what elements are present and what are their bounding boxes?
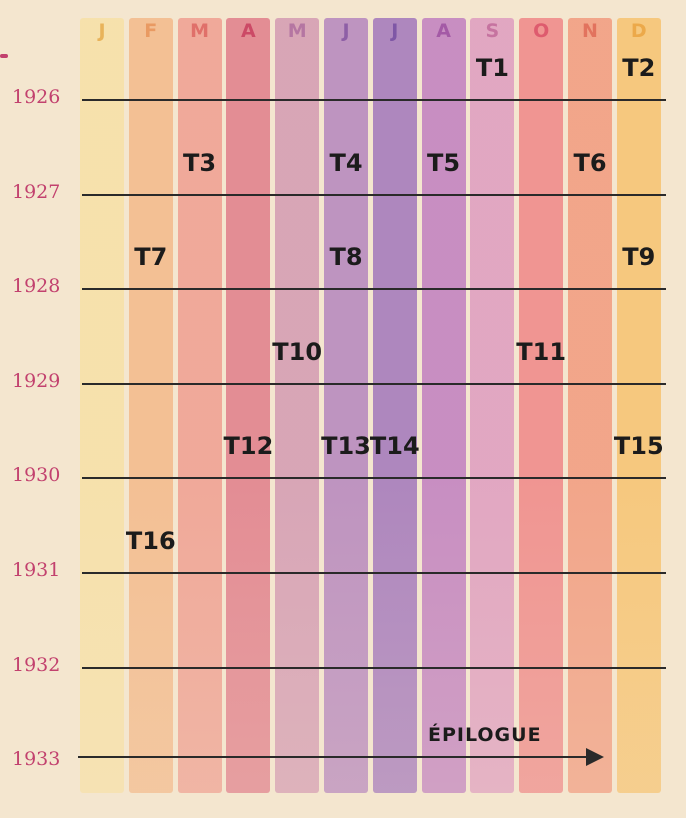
- year-label: 1933: [12, 748, 61, 771]
- month-label: S: [485, 20, 500, 42]
- month-column: [324, 18, 368, 793]
- year-label: 1926: [12, 86, 61, 108]
- month-label: A: [436, 20, 451, 42]
- month-label: M: [190, 20, 210, 42]
- year-line: [82, 477, 666, 480]
- month-column: [177, 18, 222, 793]
- tome-label: T3: [183, 148, 217, 177]
- tome-label: T10: [272, 337, 323, 366]
- year-line: [82, 666, 666, 669]
- month-label: F: [144, 20, 158, 42]
- year-line: [82, 288, 666, 291]
- month-label: A: [241, 20, 256, 42]
- tome-label: T1: [475, 54, 509, 82]
- year-label: 1932: [12, 653, 61, 676]
- tome-label: T8: [329, 243, 363, 272]
- year-label: 1929: [12, 369, 61, 392]
- month-label: J: [342, 20, 350, 42]
- tome-label: T2: [622, 54, 656, 82]
- tome-label: T6: [573, 148, 607, 177]
- tome-label: T16: [125, 527, 176, 555]
- year-label: 1930: [12, 464, 61, 487]
- month-label: O: [533, 20, 550, 42]
- corner-mark: [0, 54, 8, 58]
- year-label: 1931: [12, 559, 61, 581]
- month-label: M: [287, 20, 307, 42]
- year-label: 1927: [12, 180, 61, 203]
- tome-label: T7: [134, 243, 168, 272]
- tome-label: T11: [516, 337, 567, 366]
- month-column: [470, 18, 515, 793]
- year-label: 1928: [12, 275, 61, 298]
- arrow-right-icon: [586, 748, 604, 766]
- year-line: [82, 572, 666, 574]
- tome-label: T4: [329, 148, 363, 177]
- tome-label: T9: [622, 243, 656, 272]
- tome-label: T15: [613, 432, 664, 461]
- year-line: [82, 382, 666, 385]
- month-column: [421, 18, 466, 793]
- month-column: [372, 18, 417, 793]
- month-column: [275, 18, 320, 793]
- tome-label: T14: [369, 432, 420, 461]
- epilogue-arrow-line: [78, 756, 593, 758]
- month-label: N: [582, 20, 598, 42]
- month-column: [226, 18, 271, 793]
- tome-label: T5: [427, 148, 461, 177]
- month-label: D: [630, 20, 647, 42]
- month-column: [616, 18, 661, 793]
- year-line: [82, 99, 666, 101]
- year-line: [82, 193, 666, 196]
- month-label: J: [391, 20, 399, 42]
- month-column: [80, 18, 124, 793]
- month-column: [519, 18, 564, 793]
- month-column: [128, 18, 173, 793]
- tome-label: T12: [223, 432, 274, 461]
- month-column: [568, 18, 612, 793]
- tome-label: T13: [321, 432, 371, 461]
- month-label: J: [98, 20, 106, 42]
- epilogue-label: ÉPILOGUE: [428, 724, 542, 746]
